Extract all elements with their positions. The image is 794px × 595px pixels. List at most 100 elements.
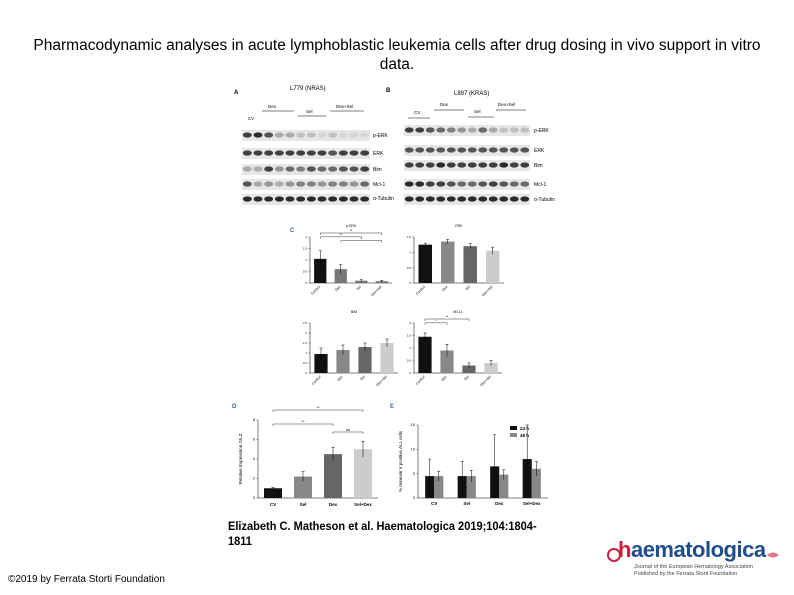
panel-b-band-bim: Bim	[534, 163, 543, 169]
panel-a-blot-band	[253, 166, 263, 172]
bar	[466, 476, 476, 498]
x-tick-label: Dex	[495, 501, 504, 506]
bar	[434, 476, 444, 498]
panel-a-blot-band	[338, 196, 348, 202]
panel-b-blot-band	[436, 147, 446, 153]
panel-a-blot-band	[349, 196, 359, 202]
chart-6: % Annexin V positive ALL cells 0 5 10 15 CV Se…	[398, 423, 548, 506]
y-tick-label: 0	[409, 281, 411, 285]
panel-b-blot-band	[457, 147, 467, 153]
bar	[375, 281, 388, 283]
panel-a-blot-band	[296, 132, 306, 138]
panel-a-blot-band	[296, 196, 306, 202]
y-tick-label: 1.5	[407, 235, 411, 239]
panel-a-blot-band	[242, 166, 252, 172]
panel-b-blot-band	[425, 162, 435, 168]
chart-ylabel: Relative Expression GILZ	[238, 433, 243, 484]
chart-title: ERK	[455, 224, 463, 228]
slide-title: Pharmacodynamic analyses in acute lympho…	[33, 37, 761, 73]
chart-3: BIM 0 0.5 1 1.5 2 2.5 Control Dex Sel Dex+Sel	[303, 310, 398, 387]
bar	[264, 488, 282, 498]
bar	[499, 474, 509, 498]
y-tick-label: 1.5	[407, 334, 411, 338]
panel-b-blot-band	[446, 196, 456, 202]
x-tick-label: Sel	[465, 285, 472, 292]
panel-a-blot-band	[349, 181, 359, 187]
panel-b-blot-band	[446, 127, 456, 133]
panel-a-blot-band	[338, 150, 348, 156]
panel-a-blot-band	[285, 181, 295, 187]
x-tick-label: Sel	[359, 375, 366, 382]
bar	[354, 449, 372, 498]
panel-b-group-sel: Sel	[474, 109, 481, 114]
panel-b-blot-band	[509, 127, 519, 133]
significance-label: *	[361, 237, 363, 241]
significance-label: **	[301, 419, 305, 424]
panel-a-blot-band	[274, 166, 284, 172]
panel-a-group-cv: CV	[248, 116, 254, 121]
y-tick-label: 2	[305, 331, 307, 335]
y-tick-label: 0	[413, 496, 415, 500]
x-tick-label: CV	[270, 502, 276, 507]
logo-ornament-icon	[767, 552, 779, 558]
x-tick-label: Dex+Sel	[481, 285, 493, 297]
panel-a-blot-band	[349, 150, 359, 156]
y-tick-label: 2.5	[303, 321, 307, 325]
panel-a-band-mcl1: Mcl-1	[373, 182, 385, 188]
significance-label: **	[340, 233, 343, 237]
significance-label: **	[350, 229, 353, 233]
panel-a-blot-band	[285, 132, 295, 138]
x-tick-label: Control	[415, 285, 426, 296]
bar	[418, 336, 432, 373]
panel-a-blot-band	[242, 132, 252, 138]
panel-a-blot-band	[264, 150, 274, 156]
panel-b-blot-band	[499, 127, 509, 133]
y-tick-label: 1.5	[303, 341, 307, 345]
panel-a-group-sel: Sel	[306, 109, 313, 114]
panel-d-letter: D	[232, 404, 237, 410]
y-tick-label: 2	[409, 321, 411, 325]
panel-a-blot-band	[285, 196, 295, 202]
chart-2: ERK 0 0.5 1 1.5 Control Dex Sel Dex+Sel	[407, 224, 504, 297]
panel-a-blot-band	[338, 132, 348, 138]
panel-b-blot-band	[457, 181, 467, 187]
legend-label: 48 h	[520, 433, 529, 438]
significance-label: **	[446, 315, 449, 319]
y-tick-label: 0	[305, 281, 307, 285]
panel-a-blot-band	[264, 166, 274, 172]
x-tick-label: Dex+Sel	[370, 285, 382, 297]
panel-b-blot-band	[446, 181, 456, 187]
panel-a-blot-band	[253, 132, 263, 138]
panel-a-blot-band	[264, 132, 274, 138]
panel-b-blot-band	[425, 147, 435, 153]
panel-a-blot-band	[296, 150, 306, 156]
chart-ylabel: % Annexin V positive ALL cells	[398, 430, 403, 492]
panel-a-blot-band	[285, 150, 295, 156]
y-tick-label: 0.5	[303, 361, 307, 365]
panel-a-blot-band	[360, 150, 370, 156]
panel-b-group-cv: CV	[414, 110, 420, 115]
panel-b-band-mcl1: Mcl-1	[534, 182, 546, 188]
x-tick-label: Sel+Dex	[354, 502, 372, 507]
panel-a-band-bim: Bim	[373, 167, 382, 173]
bar	[463, 246, 477, 283]
panel-a-blot-strip	[242, 130, 370, 141]
panel-b-blot-band	[415, 162, 425, 168]
y-tick-label: 0.5	[407, 266, 411, 270]
panel-a-blot-band	[274, 181, 284, 187]
panel-a-band-erk: ERK	[373, 151, 384, 157]
bar	[380, 343, 394, 373]
bar	[336, 350, 350, 373]
x-tick-label: Sel	[463, 375, 470, 382]
panel-b-blot-band	[425, 196, 435, 202]
panel-a-blot-band	[328, 150, 338, 156]
x-tick-label: Dex	[329, 502, 338, 507]
panel-a-blot-band	[317, 181, 327, 187]
x-tick-label: Sel+Dex	[523, 501, 541, 506]
panel-a-blot-band	[306, 132, 316, 138]
panel-b-blot-band	[509, 181, 519, 187]
panel-b-blot-band	[404, 127, 414, 133]
logo-wordmark: haematologica	[618, 537, 766, 562]
panel-a-blot-band	[296, 181, 306, 187]
